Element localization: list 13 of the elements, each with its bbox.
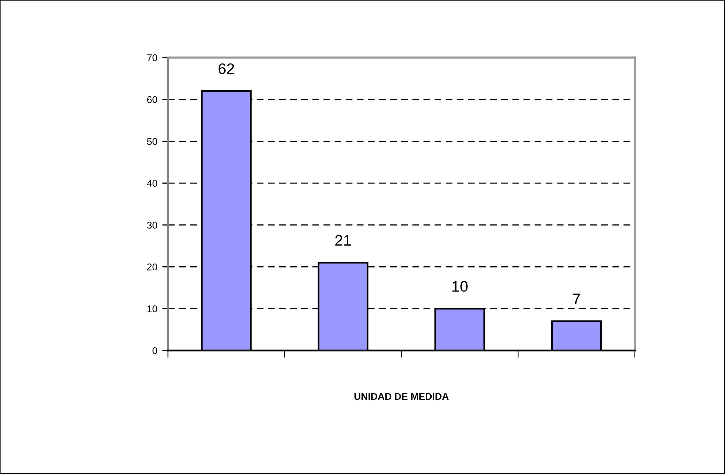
y-tick-label: 60 [147,96,158,104]
data-label: 10 [452,281,468,292]
y-tick-label: 0 [152,347,158,354]
data-label: 7 [573,294,580,304]
y-tick-label: 30 [147,222,158,229]
y-tick-label: 10 [148,306,158,313]
y-tick-label: 20 [147,264,158,271]
data-label: 21 [336,235,352,246]
x-axis-title: UNIDAD DE MEDIDA [354,393,449,400]
y-tick-label: 50 [147,138,158,146]
data-label: 62 [218,64,234,74]
y-tick-label: 70 [147,54,158,62]
y-tick-label: 40 [147,180,158,187]
